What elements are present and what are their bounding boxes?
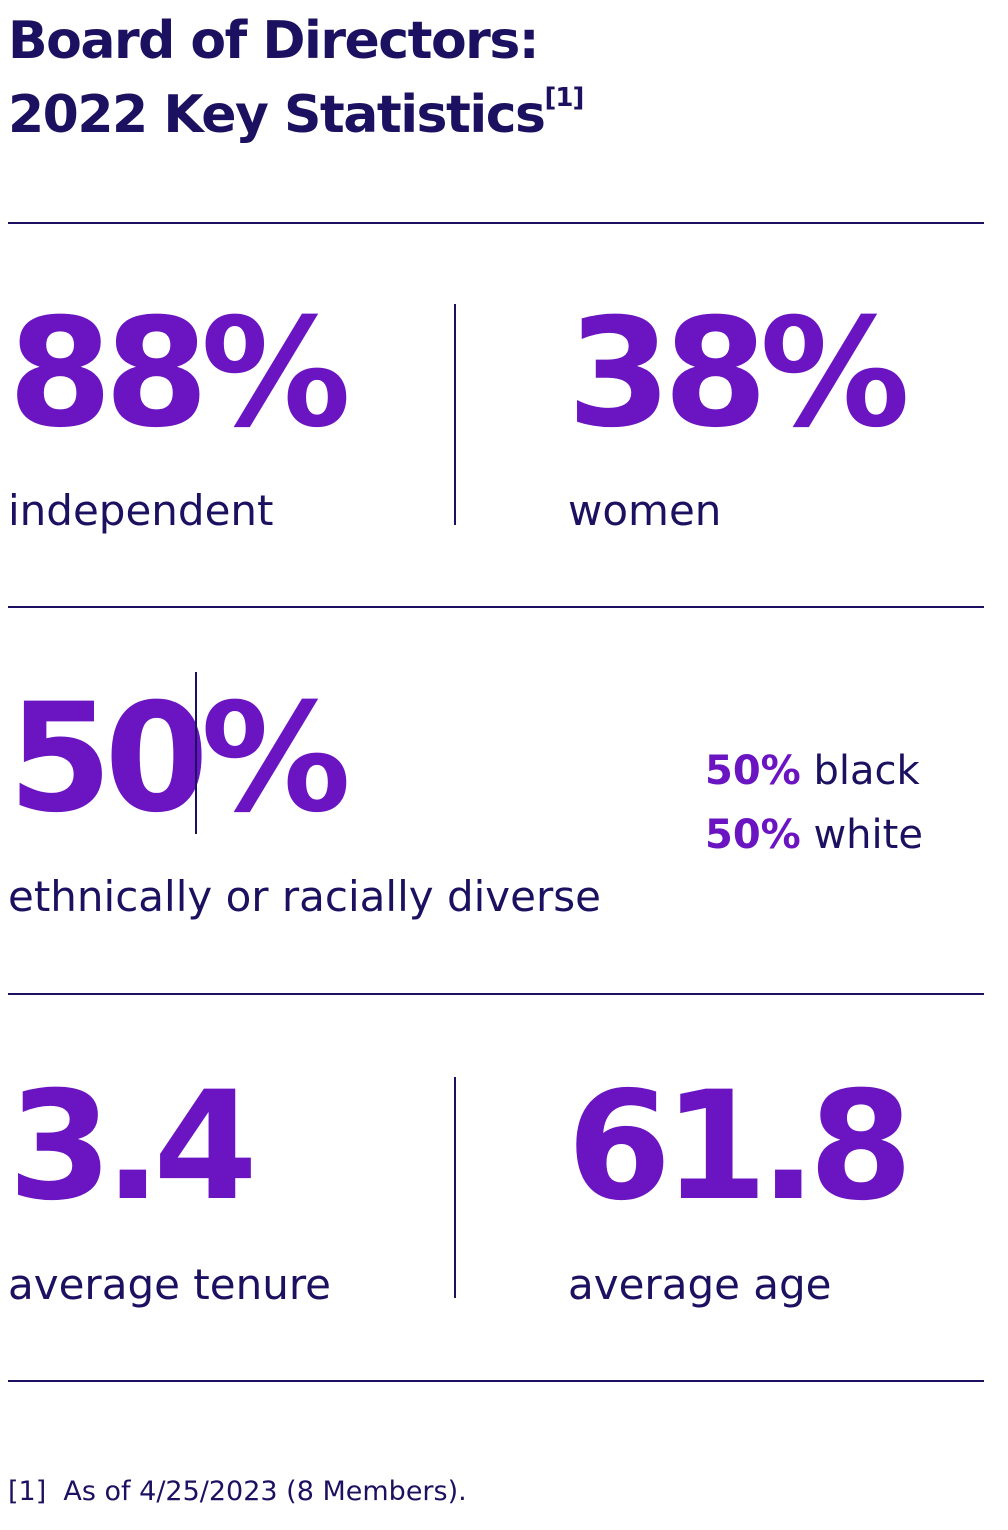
breakdown-white-pct: 50% [705, 812, 801, 858]
divider-top [8, 222, 984, 224]
footnote-marker: [1] [8, 1476, 47, 1507]
page-title: Board of Directors: 2022 Key Statistics[… [8, 4, 584, 152]
text-cursor [195, 672, 197, 834]
stat-diverse-label: ethnically or racially diverse [8, 872, 601, 921]
title-line-2-text: 2022 Key Statistics [8, 85, 546, 145]
breakdown-white-group: white [813, 812, 923, 858]
breakdown-black-pct: 50% [705, 748, 801, 794]
title-line-2: 2022 Key Statistics[1] [8, 78, 584, 152]
stat-women-value: 38% [567, 287, 910, 461]
stat-independent-value: 88% [8, 287, 351, 461]
stat-age-value: 61.8 [567, 1060, 913, 1234]
divider-row2 [8, 993, 984, 995]
title-footnote-ref: [1] [544, 83, 584, 113]
stat-tenure-label: average tenure [8, 1260, 332, 1309]
divider-row1 [8, 606, 984, 608]
stat-independent-label: independent [8, 486, 274, 535]
divider-bottom [8, 1380, 984, 1382]
diversity-breakdown: 50% black 50% white [705, 739, 923, 867]
stat-diverse-value: 50% [8, 672, 351, 846]
breakdown-black-group: black [813, 748, 920, 794]
title-line-1: Board of Directors: [8, 11, 540, 71]
footnote: [1] As of 4/25/2023 (8 Members). [8, 1478, 467, 1505]
divider-vertical-row1 [454, 304, 456, 525]
stat-age-label: average age [568, 1260, 832, 1309]
footnote-text: As of 4/25/2023 (8 Members). [63, 1476, 467, 1507]
divider-vertical-row3 [454, 1077, 456, 1298]
stat-tenure-value: 3.4 [8, 1060, 258, 1234]
stat-women-label: women [568, 486, 722, 535]
breakdown-item-black: 50% black [705, 739, 923, 803]
breakdown-item-white: 50% white [705, 803, 923, 867]
